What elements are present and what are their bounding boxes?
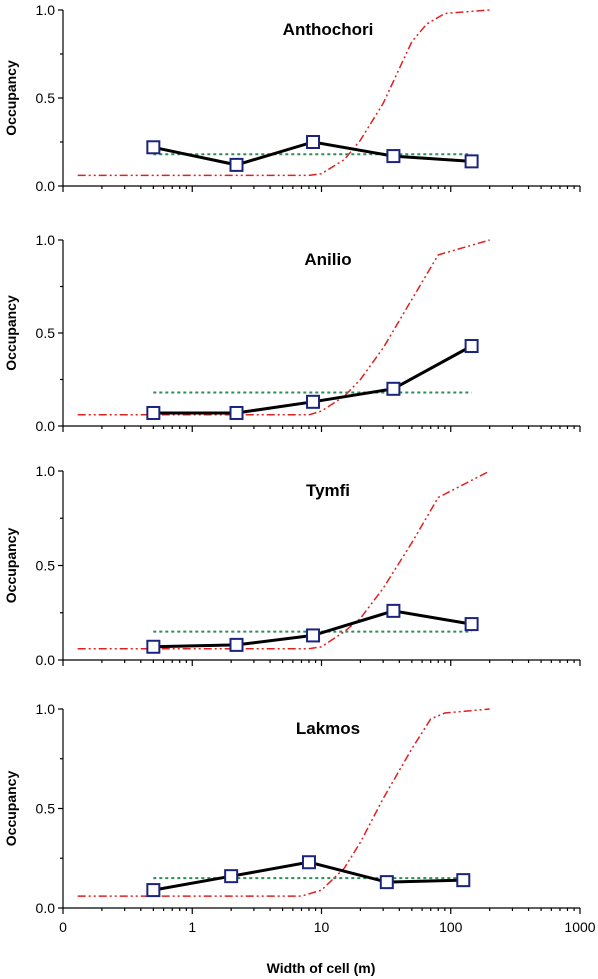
y-axis-label: Occupancy [3, 60, 19, 136]
panel-lakmos: 0.0 0.5 1.0 Occupancy Lakmos [3, 701, 581, 916]
data-point [301, 855, 316, 870]
y-tick-label: 0.5 [36, 801, 56, 817]
y-tick-label: 1.0 [36, 701, 56, 717]
data-point [379, 875, 394, 890]
y-tick-label: 0.5 [36, 558, 56, 574]
data-point [464, 154, 479, 169]
data-point [386, 149, 401, 164]
data-point [306, 135, 321, 149]
panel-anilio: 0.0 0.5 1.0 Occupancy Anilio [3, 232, 581, 434]
y-tick-label: 0.5 [36, 90, 56, 106]
x-tick-label: 1 [188, 919, 196, 935]
model-series-line [77, 708, 490, 897]
data-point [464, 339, 479, 354]
panel-title: Anilio [304, 250, 351, 269]
data-point [229, 157, 244, 172]
data-point [306, 394, 321, 409]
y-tick-label: 0.5 [36, 325, 56, 341]
data-point [229, 637, 244, 652]
y-tick-label: 0.0 [36, 418, 56, 434]
data-point [224, 869, 239, 884]
data-point [146, 639, 161, 654]
panel-anthochori: 0.0 0.5 1.0 Occupancy Anthochori [3, 2, 581, 194]
data-point [146, 883, 161, 898]
x-tick-label: 0 [59, 919, 67, 935]
x-tick-label: 1000 [564, 919, 595, 935]
x-tick-label: 10 [314, 919, 330, 935]
x-axis-label: Width of cell (m) [267, 960, 376, 976]
model-series-line [77, 470, 491, 650]
y-tick-label: 0.0 [36, 652, 56, 668]
y-tick-label: 0.0 [36, 900, 56, 916]
y-tick-label: 1.0 [36, 232, 56, 248]
y-tick-label: 1.0 [36, 2, 56, 18]
y-axis-label: Occupancy [3, 295, 19, 371]
panel-title: Tymfi [306, 481, 350, 500]
model-series-line [77, 239, 490, 416]
y-axis-label: Occupancy [3, 528, 19, 604]
y-axis-label: Occupancy [3, 771, 19, 847]
data-point [146, 405, 161, 420]
panel-title: Anthochori [283, 20, 374, 39]
data-point [386, 603, 401, 618]
model-series-line [77, 9, 490, 177]
data-point [146, 140, 161, 155]
data-point [306, 628, 321, 643]
y-tick-label: 0.0 [36, 178, 56, 194]
data-point [456, 873, 471, 888]
panel-title: Lakmos [296, 719, 360, 738]
x-tick-label: 100 [439, 919, 463, 935]
panel-tymfi: 0.0 0.5 1.0 Occupancy Tymfi [3, 463, 581, 668]
data-point [229, 405, 244, 420]
data-point [386, 381, 401, 396]
data-point [464, 617, 479, 632]
y-tick-label: 1.0 [36, 463, 56, 479]
